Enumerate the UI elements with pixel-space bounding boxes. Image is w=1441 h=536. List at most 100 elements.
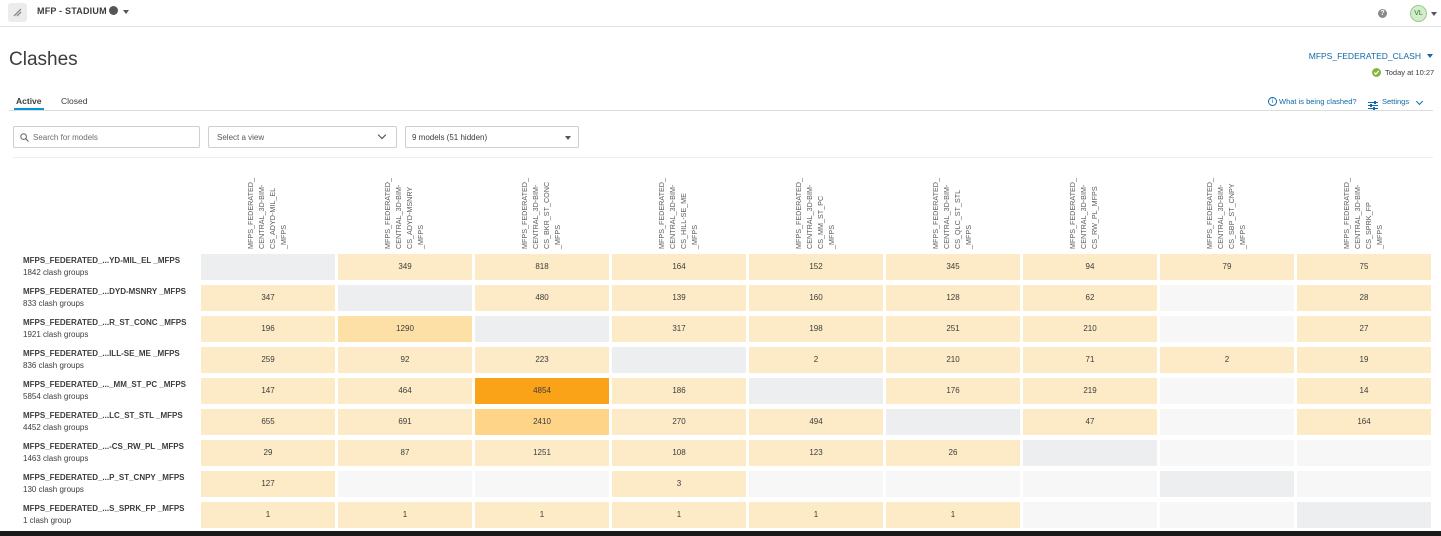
matrix-cell[interactable]: 71 — [1023, 347, 1157, 373]
matrix-cell[interactable]: 94 — [1023, 254, 1157, 280]
matrix-cell[interactable]: 19 — [1297, 347, 1431, 373]
matrix-cell — [1023, 471, 1157, 497]
federated-model-link[interactable]: MFPS_FEDERATED_CLASH — [1308, 51, 1421, 61]
matrix-cell[interactable]: 147 — [201, 378, 335, 404]
matrix-cell[interactable]: 1 — [749, 502, 883, 528]
matrix-cell[interactable]: 127 — [201, 471, 335, 497]
row-clash-count: 4452 clash groups — [23, 423, 89, 432]
sliders-icon[interactable] — [1368, 97, 1378, 115]
account-dropdown-icon[interactable] — [1431, 12, 1437, 16]
chevron-down-icon[interactable] — [1415, 97, 1424, 106]
matrix-cell[interactable]: 27 — [1297, 316, 1431, 342]
matrix-cell[interactable]: 1251 — [475, 440, 609, 466]
what-clashed-link[interactable]: What is being clashed? — [1279, 97, 1357, 106]
matrix-cell[interactable]: 186 — [612, 378, 746, 404]
avatar[interactable]: VL — [1410, 5, 1427, 22]
matrix-cell[interactable]: 198 — [749, 316, 883, 342]
matrix-cell[interactable]: 28 — [1297, 285, 1431, 311]
matrix-cell[interactable]: 79 — [1160, 254, 1294, 280]
column-header: MFPS_FEDERATED_ CENTRAL_3D-BIM- CS_BKR_S… — [475, 165, 612, 249]
column-header: MFPS_FEDERATED_ CENTRAL_3D-BIM- CS_ADYD-… — [338, 165, 475, 249]
matrix-cell[interactable]: 196 — [201, 316, 335, 342]
models-select[interactable]: 9 models (51 hidden) — [405, 126, 579, 148]
matrix-cell[interactable]: 1 — [201, 502, 335, 528]
matrix-cell — [1023, 502, 1157, 528]
matrix-cell — [201, 254, 335, 280]
matrix-cell[interactable]: 14 — [1297, 378, 1431, 404]
matrix-cell[interactable]: 347 — [201, 285, 335, 311]
matrix-cell[interactable]: 92 — [338, 347, 472, 373]
matrix-cell[interactable]: 1 — [475, 502, 609, 528]
model-dropdown-icon[interactable] — [1427, 54, 1433, 58]
matrix-cell[interactable]: 62 — [1023, 285, 1157, 311]
matrix-cell[interactable]: 219 — [1023, 378, 1157, 404]
matrix-cell[interactable]: 210 — [1023, 316, 1157, 342]
tab-active[interactable]: Active — [16, 96, 42, 106]
matrix-cell — [886, 471, 1020, 497]
row-model-name: MFPS_FEDERATED_...P_ST_CNPY _MFPS — [23, 473, 185, 482]
matrix-cell[interactable]: 3 — [612, 471, 746, 497]
tab-active-indicator — [14, 108, 44, 110]
info-icon[interactable]: i — [1268, 97, 1277, 106]
matrix-cell[interactable]: 270 — [612, 409, 746, 435]
row-model-name: MFPS_FEDERATED_...DYD-MSNRY _MFPS — [23, 287, 186, 296]
matrix-cell[interactable]: 349 — [338, 254, 472, 280]
matrix-cell[interactable]: 164 — [612, 254, 746, 280]
matrix-cell[interactable]: 1 — [338, 502, 472, 528]
matrix-cell[interactable]: 1290 — [338, 316, 472, 342]
column-header-label: MFPS_FEDERATED_ CENTRAL_3D-BIM- CS_HILL-… — [657, 178, 699, 249]
matrix-cell[interactable]: 494 — [749, 409, 883, 435]
search-box[interactable] — [13, 126, 200, 148]
matrix-cell[interactable]: 47 — [1023, 409, 1157, 435]
matrix-cell[interactable]: 345 — [886, 254, 1020, 280]
matrix-cell[interactable]: 2 — [749, 347, 883, 373]
matrix-cell — [1160, 316, 1294, 342]
project-name[interactable]: MFP - STADIUM — [37, 6, 107, 16]
matrix-cell[interactable]: 464 — [338, 378, 472, 404]
app-switcher-icon[interactable] — [8, 3, 27, 22]
help-icon[interactable]: ? — [1378, 9, 1387, 18]
row-model-name: MFPS_FEDERATED_...LC_ST_STL _MFPS — [23, 411, 183, 420]
matrix-cell[interactable]: 251 — [886, 316, 1020, 342]
matrix-cell[interactable]: 128 — [886, 285, 1020, 311]
matrix-cell[interactable]: 29 — [201, 440, 335, 466]
row-clash-count: 1921 clash groups — [23, 330, 89, 339]
column-header-label: MFPS_FEDERATED_ CENTRAL_3D-BIM- CS_QLC_S… — [931, 178, 973, 249]
matrix-cell[interactable]: 2 — [1160, 347, 1294, 373]
search-input[interactable] — [33, 130, 193, 144]
column-header-label: MFPS_FEDERATED_ CENTRAL_3D-BIM- CS_BKR_S… — [520, 178, 562, 249]
matrix-cell[interactable]: 480 — [475, 285, 609, 311]
matrix-cell[interactable]: 655 — [201, 409, 335, 435]
matrix-cell — [1023, 440, 1157, 466]
tab-closed[interactable]: Closed — [61, 96, 88, 106]
matrix-cell[interactable]: 691 — [338, 409, 472, 435]
matrix-cell[interactable]: 87 — [338, 440, 472, 466]
matrix-cell[interactable]: 139 — [612, 285, 746, 311]
matrix-cell[interactable]: 160 — [749, 285, 883, 311]
view-select[interactable]: Select a view — [208, 126, 397, 148]
matrix-cell[interactable]: 4854 — [475, 378, 609, 404]
settings-button[interactable]: Settings — [1382, 97, 1410, 106]
matrix-cell[interactable]: 164 — [1297, 409, 1431, 435]
matrix-cell[interactable]: 1 — [886, 502, 1020, 528]
matrix-cell[interactable]: 317 — [612, 316, 746, 342]
matrix-cell[interactable]: 223 — [475, 347, 609, 373]
matrix-cell — [1297, 471, 1431, 497]
column-header-label: MFPS_FEDERATED_ CENTRAL_3D-BIM- CS_RW_PL… — [1068, 178, 1099, 249]
matrix-cell — [1160, 502, 1294, 528]
matrix-cell[interactable]: 75 — [1297, 254, 1431, 280]
matrix-cell[interactable]: 152 — [749, 254, 883, 280]
top-bar: MFP - STADIUM ? VL — [0, 0, 1441, 27]
matrix-cell[interactable]: 818 — [475, 254, 609, 280]
matrix-cell[interactable]: 123 — [749, 440, 883, 466]
matrix-cell[interactable]: 259 — [201, 347, 335, 373]
matrix-cell[interactable]: 2410 — [475, 409, 609, 435]
column-header-label: MFPS_FEDERATED_ CENTRAL_3D-BIM- CS_ADYD-… — [383, 178, 425, 249]
project-dropdown-icon[interactable] — [123, 10, 129, 14]
matrix-cell[interactable]: 210 — [886, 347, 1020, 373]
matrix-cell — [475, 471, 609, 497]
matrix-cell[interactable]: 108 — [612, 440, 746, 466]
matrix-cell[interactable]: 176 — [886, 378, 1020, 404]
matrix-cell[interactable]: 26 — [886, 440, 1020, 466]
matrix-cell[interactable]: 1 — [612, 502, 746, 528]
